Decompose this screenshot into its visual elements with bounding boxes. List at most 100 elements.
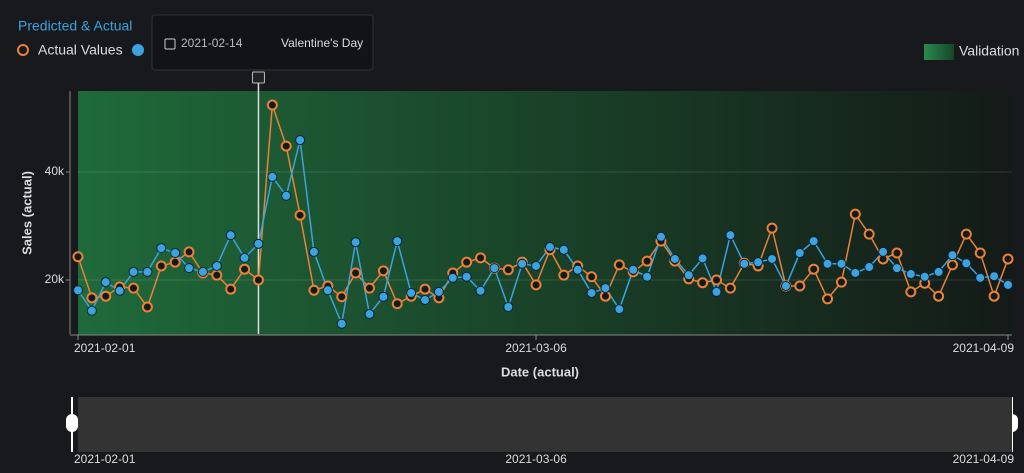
- x-tick-label: 2021-03-06: [505, 341, 567, 355]
- point: [780, 280, 791, 291]
- point: [655, 231, 666, 242]
- point: [295, 135, 306, 146]
- point: [642, 271, 653, 282]
- point: [974, 247, 986, 259]
- point: [794, 280, 806, 292]
- tooltip: [151, 14, 374, 71]
- point: [586, 271, 598, 283]
- point: [531, 260, 542, 271]
- point: [420, 294, 431, 305]
- point: [919, 271, 930, 282]
- point: [641, 255, 653, 267]
- validation-swatch: [924, 44, 954, 60]
- point: [905, 286, 917, 298]
- point: [128, 282, 140, 294]
- point: [392, 236, 403, 247]
- point: [905, 269, 916, 280]
- x-tick-label: 2021-02-01: [74, 341, 136, 355]
- point: [155, 260, 167, 272]
- point: [336, 318, 347, 329]
- tooltip-label: Valentine's Day: [281, 36, 363, 50]
- event-icon: [251, 71, 265, 84]
- point: [253, 238, 264, 249]
- point: [141, 301, 153, 313]
- point: [183, 246, 195, 258]
- point: [406, 287, 417, 298]
- point: [739, 258, 750, 269]
- navigator-handle[interactable]: [66, 414, 78, 432]
- point: [100, 277, 111, 288]
- point: [850, 267, 861, 278]
- point: [766, 222, 778, 234]
- point: [280, 140, 292, 152]
- point: [989, 271, 1000, 282]
- point: [475, 252, 487, 264]
- point: [808, 236, 819, 247]
- point: [975, 272, 986, 283]
- point: [933, 266, 944, 277]
- point: [211, 260, 222, 271]
- point: [322, 285, 333, 296]
- point: [961, 258, 972, 269]
- point: [836, 258, 847, 269]
- point: [628, 264, 639, 275]
- validation-region: [78, 91, 1012, 335]
- point: [86, 292, 98, 304]
- point: [308, 246, 319, 257]
- point: [239, 252, 250, 263]
- point: [100, 290, 112, 302]
- point: [1002, 253, 1014, 265]
- point: [503, 302, 514, 312]
- point: [600, 283, 611, 294]
- point: [544, 242, 555, 253]
- point: [960, 228, 972, 240]
- point: [683, 270, 694, 281]
- point: [753, 257, 764, 268]
- point: [489, 263, 500, 274]
- point: [156, 243, 167, 254]
- y-tick-label: 20k: [45, 272, 65, 286]
- y-tick-label: 40k: [45, 164, 65, 178]
- point: [767, 253, 778, 264]
- point: [211, 269, 223, 281]
- point: [225, 230, 236, 241]
- point: [391, 298, 403, 310]
- navigator-tick-label: 2021-04-09: [953, 452, 1015, 466]
- point: [252, 274, 264, 286]
- point: [849, 208, 861, 220]
- calendar-icon: [164, 38, 176, 50]
- point: [572, 264, 583, 275]
- point: [517, 258, 528, 269]
- point: [1003, 279, 1013, 290]
- point: [461, 271, 472, 282]
- point: [711, 274, 723, 286]
- tab[interactable]: Predicted & Actual: [18, 18, 132, 34]
- point: [350, 237, 361, 248]
- point: [614, 304, 625, 315]
- point: [239, 263, 251, 275]
- navigator[interactable]: [78, 397, 1012, 452]
- point: [308, 284, 320, 296]
- point: [933, 290, 945, 302]
- legend-label: Actual Values: [38, 42, 123, 58]
- point: [433, 286, 444, 297]
- point: [377, 265, 389, 277]
- point: [502, 264, 514, 276]
- point: [988, 290, 1000, 302]
- point: [946, 259, 958, 271]
- navigator-tick-label: 2021-03-06: [505, 452, 567, 466]
- point: [114, 285, 125, 296]
- validation-label: Validation: [959, 43, 1019, 59]
- point: [336, 291, 348, 303]
- point: [378, 291, 389, 302]
- point: [169, 256, 181, 268]
- point: [724, 282, 736, 294]
- point: [266, 99, 278, 111]
- point: [350, 267, 362, 279]
- point: [891, 263, 902, 274]
- y-axis-label: Sales (actual): [19, 171, 34, 255]
- point: [364, 309, 375, 320]
- point: [947, 250, 958, 261]
- point: [558, 244, 569, 255]
- point: [835, 276, 847, 288]
